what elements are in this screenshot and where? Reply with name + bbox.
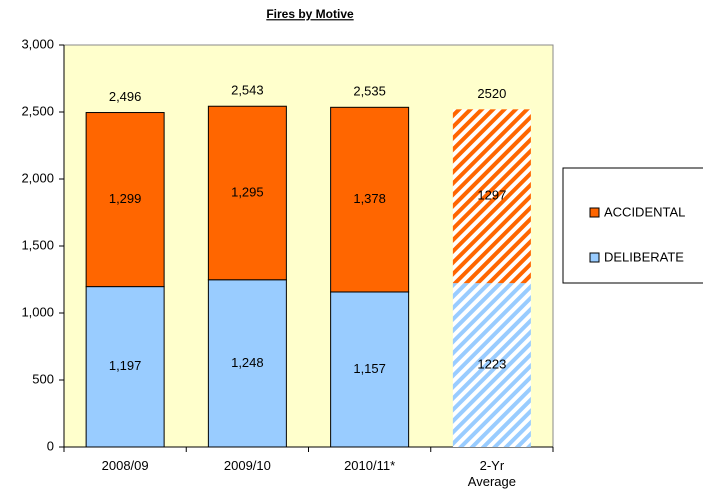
bar-segment [207,279,287,448]
legend-label: ACCIDENTAL [604,204,685,219]
legend-swatch [589,207,600,218]
total-label: 2520 [477,86,506,101]
bar-segment [207,105,287,281]
bar-segment [330,291,410,448]
y-tick-label: 2,500 [21,103,54,118]
bar-segment [85,286,165,448]
x-tick-label: 2008/09 [101,458,149,473]
bar-segment [85,112,165,288]
y-tick-label: 3,000 [21,36,54,51]
y-tick-label: 500 [32,371,54,386]
data-label: 1,299 [109,191,142,206]
y-tick-label: 1,500 [21,237,54,252]
bar-segment [452,283,531,447]
bar-segment [452,109,531,284]
legend-label: DELIBERATE [604,249,684,264]
total-label: 2,496 [109,89,142,104]
data-label: 1,197 [109,358,142,373]
legend-box [562,167,703,284]
legend-swatch [589,252,600,263]
total-label: 2,543 [231,83,264,98]
data-label: 1,157 [353,361,386,376]
total-label: 2,535 [353,84,386,99]
data-label: 1,248 [231,355,264,370]
x-tick-label: 2009/10 [223,458,271,473]
x-tick-label: 2010/11* [344,458,396,473]
x-tick-label: 2-Yr Average [467,458,516,489]
y-tick-label: 0 [47,438,54,453]
y-tick-label: 1,000 [21,304,54,319]
chart-title: Fires by Motive [266,7,354,21]
data-label: 1297 [477,188,506,203]
data-label: 1,295 [231,184,264,199]
data-label: 1,378 [353,191,386,206]
y-tick-label: 2,000 [21,170,54,185]
bar-segment [330,106,410,293]
data-label: 1223 [477,356,506,371]
